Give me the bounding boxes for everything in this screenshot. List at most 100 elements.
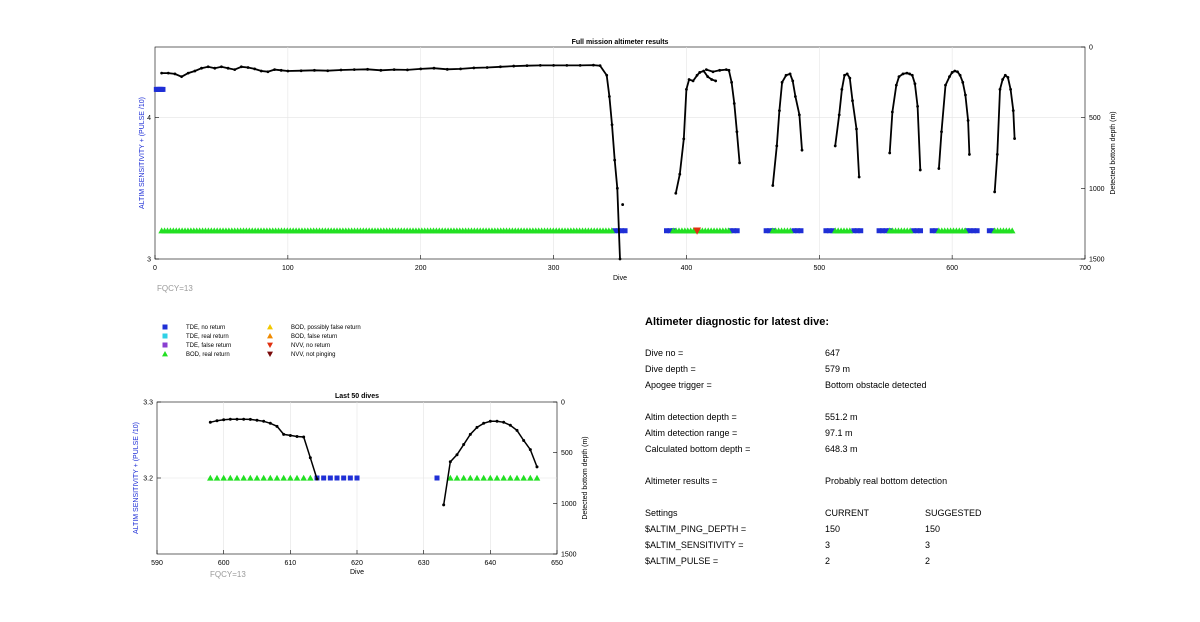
depth-point (1003, 73, 1007, 77)
y2-axis-ticks: 0 500 1000 1500 (1081, 45, 1105, 264)
diagnostic-row: Dive no = 647 (645, 348, 1145, 360)
x-tick-label: 610 (284, 560, 296, 567)
bod-real-return-marker (287, 474, 294, 481)
depth-point (508, 423, 512, 427)
depth-point (266, 70, 270, 74)
y-tick-label: 3.3 (143, 400, 153, 407)
depth-point (1013, 137, 1016, 140)
legend-label: NVV, not pinging (291, 352, 335, 358)
bod-real-return-marker (247, 474, 254, 481)
depth-point (160, 71, 164, 75)
depth-point (522, 439, 526, 443)
depth-point (848, 76, 852, 80)
depth-point (459, 67, 462, 71)
diagnostic-value: 579 m (825, 364, 851, 374)
tde-no-return-marker (918, 228, 924, 234)
bod-real-return-marker (280, 474, 287, 481)
grid-lines (155, 47, 1085, 259)
legend-label: TDE, false return (186, 343, 231, 349)
tde-no-return-marker (851, 228, 857, 234)
diagnostic-label: Dive depth = (645, 364, 696, 374)
depth-point (308, 456, 312, 460)
x-tick-label: 200 (415, 265, 427, 272)
bod-real-return-marker (447, 474, 454, 481)
tde-no-return-marker (826, 228, 832, 234)
x-tick-label: 100 (282, 265, 294, 272)
x-tick-label: 590 (151, 560, 163, 567)
depth-point (735, 130, 739, 134)
depth-point (239, 65, 243, 69)
x-tick-label: 620 (351, 560, 363, 567)
y-axis-ticks: 3.2 3.3 (143, 400, 161, 483)
depth-point (738, 161, 741, 165)
bod-real-return-marker (227, 474, 234, 481)
depth-point (578, 63, 582, 67)
depth-point (259, 69, 263, 73)
tde-no-return-marker (664, 228, 669, 234)
diagnostic-row: Dive depth = 579 m (645, 364, 1145, 376)
depth-point (255, 418, 259, 422)
y-axis-ticks: 34 (147, 115, 159, 264)
y-axis-label: ALTIM SENSITIVITY + (PULSE /10) (133, 422, 140, 534)
depth-point (206, 65, 210, 69)
y2-tick-label: 0 (561, 400, 565, 407)
bod-real-return-marker (906, 227, 914, 234)
depth-point (843, 73, 846, 77)
diagnostic-label: Altim detection depth = (645, 412, 737, 422)
bod-real-return-marker (220, 474, 227, 481)
depth-point (502, 420, 506, 424)
diagnostic-suggested-value: 150 (925, 524, 941, 534)
depth-point (685, 88, 688, 91)
depth-point (724, 68, 728, 72)
bod-real-return-marker (453, 474, 461, 481)
depth-point (788, 72, 792, 76)
depth-point (937, 167, 941, 170)
fqcy-label: FQCY=13 (210, 570, 246, 579)
tde-no-return-marker (798, 228, 804, 234)
depth-point (295, 434, 299, 438)
depth-series (208, 417, 539, 507)
diagnostic-label: Altimeter results = (645, 476, 718, 486)
depth-point (727, 68, 731, 72)
bod-real-return-marker (307, 474, 314, 481)
depth-point (315, 477, 319, 481)
bod-real-return-marker (513, 474, 521, 481)
diagnostic-row: Altimeter results = Probably real bottom … (645, 476, 1145, 488)
depth-point (515, 428, 519, 432)
diagnostic-row: $ALTIM_PULSE = 2 2 (645, 556, 1145, 568)
bod-real-return-marker (507, 474, 514, 481)
depth-point (610, 123, 614, 127)
depth-line (771, 72, 803, 186)
legend-label: TDE, no return (186, 325, 225, 331)
depth-point (186, 71, 190, 75)
depth-point (901, 72, 905, 76)
marker-series (207, 474, 541, 481)
depth-point (213, 66, 217, 70)
depth-point (273, 68, 276, 72)
depth-point (538, 63, 542, 67)
depth-point (706, 75, 710, 79)
diagnostic-value: 97.1 m (825, 428, 853, 438)
diagnostic-value: 150 (825, 524, 841, 534)
depth-point (698, 71, 702, 74)
depth-point (565, 63, 569, 67)
tde-no-return-marker (731, 228, 737, 234)
depth-point (910, 73, 914, 77)
chart-title: Full mission altimeter results (572, 39, 669, 46)
depth-point (905, 71, 909, 75)
tde-no-return-marker (858, 228, 864, 234)
depth-point (592, 63, 595, 67)
full-mission-chart: Full mission altimeter results 0 100 200 30… (139, 39, 1117, 293)
legend-item: BOD, possibly false return (267, 324, 361, 331)
depth-point (918, 168, 922, 172)
diagnostic-label: $ALTIM_PING_DEPTH = (645, 524, 747, 534)
tde-no-return-marker (354, 475, 360, 481)
y-tick-label: 3.2 (143, 476, 153, 483)
y2-axis-label: Detected bottom depth (m) (582, 436, 589, 519)
tde-no-return-marker (854, 228, 860, 234)
bod-real-return-marker (273, 474, 281, 481)
bod-real-return-marker (846, 227, 854, 234)
legend-square-marker (162, 342, 168, 348)
depth-point (948, 75, 951, 79)
bod-real-return-marker (1008, 227, 1016, 234)
